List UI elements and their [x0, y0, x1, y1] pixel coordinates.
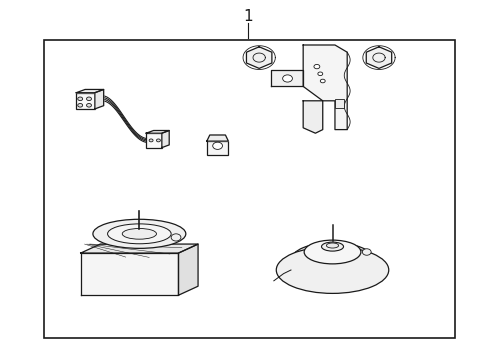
Ellipse shape: [93, 219, 185, 248]
Circle shape: [212, 142, 222, 149]
Polygon shape: [95, 90, 103, 109]
Circle shape: [149, 139, 153, 142]
Circle shape: [86, 97, 91, 101]
Circle shape: [362, 249, 370, 255]
Circle shape: [86, 104, 91, 107]
Circle shape: [78, 97, 82, 101]
Ellipse shape: [304, 240, 360, 264]
Ellipse shape: [276, 247, 388, 293]
Circle shape: [171, 234, 181, 241]
Circle shape: [156, 139, 160, 142]
Circle shape: [282, 75, 292, 82]
Ellipse shape: [122, 229, 156, 239]
Polygon shape: [303, 101, 322, 133]
Polygon shape: [81, 244, 198, 253]
Ellipse shape: [321, 242, 343, 251]
Polygon shape: [162, 131, 169, 148]
Circle shape: [78, 104, 82, 107]
Ellipse shape: [290, 243, 373, 277]
Polygon shape: [246, 47, 271, 68]
Circle shape: [313, 64, 319, 69]
Bar: [76, 93, 95, 109]
Polygon shape: [366, 47, 391, 68]
Ellipse shape: [326, 243, 338, 248]
Bar: [206, 141, 228, 155]
Bar: [44, 40, 454, 338]
Polygon shape: [206, 135, 228, 141]
Circle shape: [317, 72, 322, 76]
Polygon shape: [146, 131, 169, 133]
Polygon shape: [76, 90, 103, 93]
Polygon shape: [178, 244, 198, 295]
Polygon shape: [303, 45, 346, 130]
Bar: [334, 99, 343, 108]
Polygon shape: [81, 253, 178, 295]
Circle shape: [320, 79, 325, 83]
Text: 1: 1: [243, 9, 253, 24]
Bar: [146, 133, 162, 148]
Polygon shape: [271, 70, 303, 86]
Ellipse shape: [107, 224, 171, 244]
